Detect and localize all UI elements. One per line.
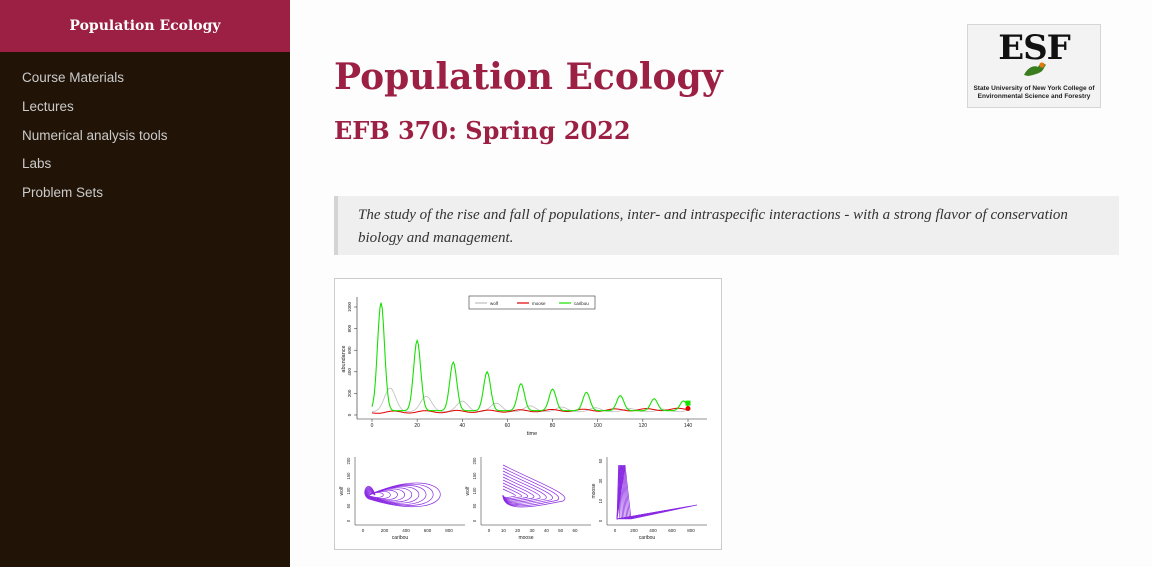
phase-x-tick-label: 800 <box>445 528 453 533</box>
phase-spiral-2 <box>616 464 698 520</box>
legend-label-moose: moose <box>532 301 546 306</box>
sidebar-nav: Course Materials Lectures Numerical anal… <box>0 52 290 208</box>
phase-x-tick-label: 600 <box>668 528 676 533</box>
legend-label-wolf: wolf <box>490 301 499 306</box>
sidebar-item-labs[interactable]: Labs <box>22 156 52 172</box>
phase-x-tick-label: 200 <box>381 528 389 533</box>
phase-x-tick-label: 0 <box>362 528 365 533</box>
phase-y-tick-label: 100 <box>346 487 351 495</box>
phase-y-tick-label: 10 <box>598 498 603 503</box>
phase-y-tick-label: 0 <box>598 519 603 522</box>
phase-y-tick-label: 0 <box>346 519 351 522</box>
top-x-tick-label: 80 <box>550 423 556 429</box>
sidebar-item-problem-sets[interactable]: Problem Sets <box>22 185 104 201</box>
phase-x-tick-label: 400 <box>649 528 657 533</box>
phase-y-tick-label: 100 <box>472 487 477 495</box>
phase-x-tick-label: 800 <box>687 528 695 533</box>
top-y-tick-label: 0 <box>347 413 352 416</box>
phase-y-tick-label: 150 <box>346 472 351 480</box>
top-x-tick-label: 20 <box>414 423 420 429</box>
esf-logo: ESF State University of New York College… <box>967 24 1101 108</box>
sidebar: Population Ecology Course Materials Lect… <box>0 0 290 567</box>
page-title: Population Ecology <box>334 56 723 98</box>
phase-y-tick-label: 50 <box>346 503 351 508</box>
page-subtitle: EFB 370: Spring 2022 <box>334 116 631 145</box>
top-y-label: abundance <box>341 345 347 372</box>
phase-x-tick-label: 0 <box>614 528 617 533</box>
phase-y-tick-label: 200 <box>472 457 477 465</box>
top-y-tick-label: 400 <box>347 368 352 376</box>
top-x-tick-label: 60 <box>505 423 511 429</box>
top-x-tick-label: 120 <box>639 423 648 429</box>
top-x-tick-label: 40 <box>460 423 466 429</box>
phase-y-tick-label: 50 <box>472 503 477 508</box>
top-x-tick-label: 0 <box>371 423 374 429</box>
phase-x-tick-label: 600 <box>424 528 432 533</box>
wolf-series-line <box>371 387 689 413</box>
logo-caption-line2: Environmental Science and Forestry <box>977 93 1091 100</box>
phase-y-tick-label: 200 <box>346 457 351 465</box>
phase-y-tick-label: 150 <box>472 472 477 480</box>
logo-wordmark: ESF <box>998 28 1071 68</box>
top-y-tick-label: 200 <box>347 389 352 397</box>
logo-caption-line1: State University of New York College of <box>973 85 1095 92</box>
phase-y-tick-label: 30 <box>598 478 603 483</box>
blockquote: The study of the rise and fall of popula… <box>334 196 1119 255</box>
phase-y-tick-label: 0 <box>472 519 477 522</box>
phase-x-label: caribou <box>392 535 409 541</box>
logo-caption: State University of New York College of … <box>968 85 1100 101</box>
phase-spiral-0 <box>364 482 441 508</box>
top-y-tick-label: 800 <box>347 324 352 332</box>
sidebar-brand[interactable]: Population Ecology <box>0 0 290 52</box>
caribou-end-marker <box>685 400 691 406</box>
phase-x-tick-label: 0 <box>488 528 491 533</box>
phase-y-label: wolf <box>465 486 471 496</box>
phase-y-tick-label: 50 <box>598 458 603 463</box>
top-y-tick-label: 600 <box>347 346 352 354</box>
phase-y-label: moose <box>591 483 597 498</box>
phase-x-tick-label: 30 <box>529 528 535 533</box>
phase-x-label: caribou <box>639 535 656 541</box>
top-x-label: time <box>527 431 537 437</box>
phase-x-tick-label: 10 <box>501 528 507 533</box>
sidebar-item-numerical-analysis-tools[interactable]: Numerical analysis tools <box>22 127 168 143</box>
moose-end-marker <box>685 406 691 412</box>
sidebar-item-course-materials[interactable]: Course Materials <box>22 70 125 85</box>
legend-box <box>468 295 596 310</box>
phase-x-tick-label: 50 <box>558 528 564 533</box>
phase-x-tick-label: 200 <box>630 528 638 533</box>
phase-x-tick-label: 40 <box>544 528 550 533</box>
legend-label-caribou: caribou <box>574 301 589 306</box>
oak-leaf-icon <box>1024 62 1046 76</box>
figure-image: 0 200 400 600 800 1000 abundance 0 20 40 60 80 100 12… <box>334 278 722 550</box>
top-y-tick-label: 1000 <box>347 301 352 312</box>
phase-y-label: wolf <box>339 486 345 496</box>
phase-x-tick-label: 20 <box>515 528 521 533</box>
caribou-series-line <box>371 302 689 412</box>
top-x-tick-label: 100 <box>594 423 603 429</box>
phase-spiral-1 <box>502 464 566 508</box>
sidebar-item-lectures[interactable]: Lectures <box>22 98 74 114</box>
phase-x-tick-label: 60 <box>572 528 578 533</box>
top-x-tick-label: 140 <box>684 423 693 429</box>
phase-x-label: moose <box>518 535 533 541</box>
phase-x-tick-label: 400 <box>402 528 410 533</box>
